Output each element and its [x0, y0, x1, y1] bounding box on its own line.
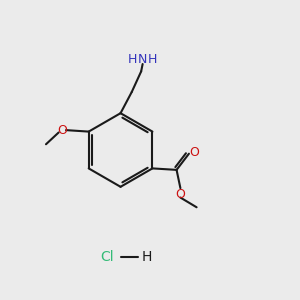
Text: H: H [142, 250, 152, 265]
Text: N: N [138, 53, 147, 66]
Text: Cl: Cl [100, 250, 114, 265]
Text: H: H [128, 53, 138, 66]
Text: O: O [57, 124, 67, 136]
Text: O: O [176, 188, 185, 200]
Text: H: H [148, 53, 157, 66]
Text: O: O [189, 146, 199, 159]
